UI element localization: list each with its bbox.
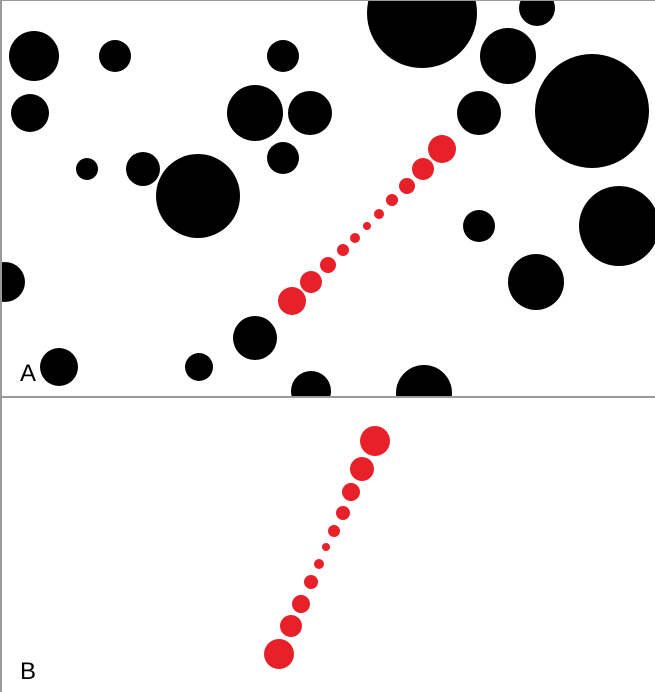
distractor-disc bbox=[508, 254, 564, 310]
target-disc bbox=[304, 575, 318, 589]
distractor-disc bbox=[579, 186, 655, 266]
distractor-disc bbox=[367, 1, 477, 68]
panel-a: A bbox=[0, 0, 655, 396]
distractor-disc bbox=[76, 158, 98, 180]
target-disc bbox=[412, 158, 434, 180]
target-disc bbox=[300, 271, 322, 293]
target-disc bbox=[278, 287, 306, 315]
target-disc bbox=[328, 525, 340, 537]
panel-b-drawing bbox=[264, 426, 390, 669]
target-disc bbox=[292, 595, 310, 613]
target-disc bbox=[374, 209, 384, 219]
distractor-disc bbox=[267, 40, 299, 72]
distractor-disc bbox=[2, 262, 25, 302]
distractor-disc bbox=[291, 371, 331, 396]
target-disc bbox=[350, 233, 360, 243]
target-disc bbox=[264, 639, 294, 669]
panel-b: B bbox=[0, 396, 655, 692]
panel-a-label: A bbox=[20, 360, 37, 387]
distractor-disc bbox=[267, 142, 299, 174]
target-disc bbox=[336, 506, 350, 520]
panel-a-drawing bbox=[2, 1, 655, 396]
target-disc bbox=[363, 222, 371, 230]
distractor-disc bbox=[519, 1, 555, 26]
target-disc bbox=[337, 244, 349, 256]
distractor-disc bbox=[480, 28, 536, 84]
target-disc bbox=[342, 483, 360, 501]
distractor-disc bbox=[463, 210, 495, 242]
target-disc bbox=[386, 194, 398, 206]
distractor-disc bbox=[185, 353, 213, 381]
target-disc bbox=[322, 543, 330, 551]
target-disc bbox=[360, 426, 390, 456]
target-disc bbox=[314, 559, 324, 569]
distractor-disc bbox=[396, 365, 452, 396]
distractor-disc bbox=[156, 154, 240, 238]
distractor-disc bbox=[126, 152, 160, 186]
distractor-disc bbox=[11, 94, 49, 132]
distractor-disc bbox=[233, 316, 277, 360]
distractor-disc bbox=[535, 54, 649, 168]
distractor-disc bbox=[288, 91, 332, 135]
target-disc bbox=[428, 135, 456, 163]
target-disc bbox=[320, 257, 336, 273]
distractor-disc bbox=[40, 348, 78, 386]
panel-b-label: B bbox=[20, 658, 37, 685]
distractor-disc bbox=[99, 40, 131, 72]
distractor-disc bbox=[457, 91, 501, 135]
target-disc bbox=[350, 457, 374, 481]
distractor-disc bbox=[9, 31, 59, 81]
target-disc bbox=[399, 178, 415, 194]
target-disc bbox=[280, 615, 302, 637]
distractor-disc bbox=[227, 85, 283, 141]
